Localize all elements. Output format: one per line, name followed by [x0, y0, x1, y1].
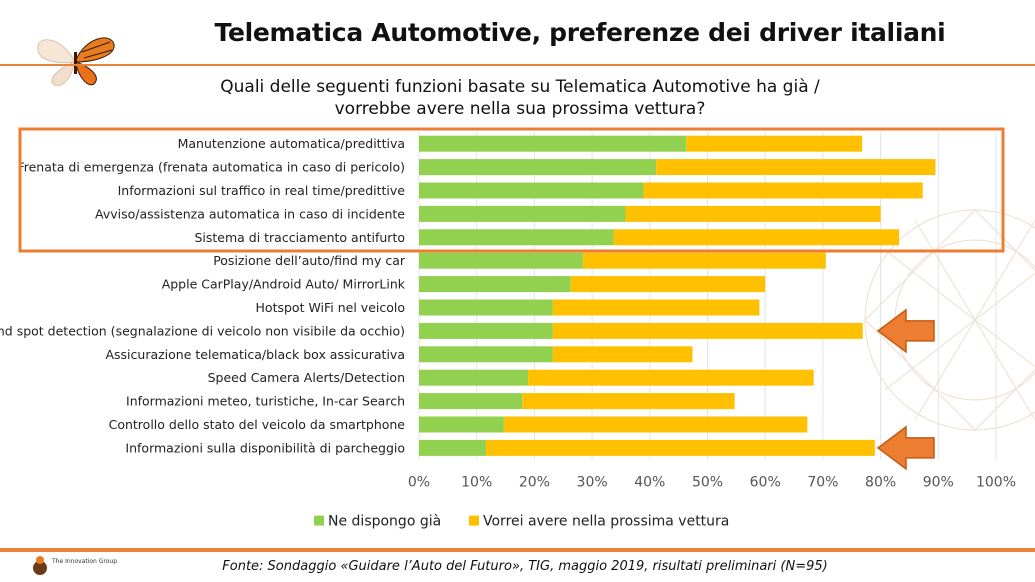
bar-has — [419, 205, 626, 222]
legend-swatch — [314, 515, 324, 526]
brand-name: The Innovation Group — [52, 558, 118, 565]
stacked-bar-chart: Manutenzione automatica/predittiva Frenat… — [0, 127, 1016, 530]
category-label: Sistema di tracciamento antifurto — [194, 230, 405, 245]
x-tick-label: 100% — [976, 475, 1016, 491]
bar-has — [419, 369, 529, 386]
bar-has — [419, 159, 657, 176]
bar-has — [419, 229, 614, 246]
top-divider — [0, 64, 1035, 66]
innovation-group-logo-icon — [33, 556, 47, 575]
bar-wants — [625, 205, 881, 222]
category-label: Frenata di emergenza (frenata automatica… — [17, 160, 405, 175]
category-label: Informazioni meteo, turistiche, In-car S… — [126, 394, 405, 409]
category-label: Assicurazione telematica/black box assic… — [105, 347, 405, 362]
x-tick-label: 80% — [865, 475, 896, 491]
bar-has — [419, 252, 583, 269]
bar-has — [419, 439, 486, 456]
bar-has — [419, 276, 571, 293]
legend-label: Vorrei avere nella prossima vettura — [483, 514, 729, 530]
bar-wants — [552, 346, 693, 363]
x-tick-label: 70% — [807, 475, 838, 491]
bar-wants — [485, 439, 875, 456]
x-tick-label: 60% — [750, 475, 781, 491]
category-label: Hotspot WiFi nel veicolo — [256, 300, 405, 315]
bar-wants — [582, 252, 826, 269]
chart-question: Quali delle seguenti funzioni basate su … — [200, 76, 840, 120]
butterfly-logo-icon — [37, 37, 115, 86]
left-arrow-icon — [876, 425, 935, 471]
bar-has — [419, 393, 523, 410]
bar-wants — [643, 182, 923, 199]
x-tick-label: 90% — [923, 475, 954, 491]
bar-wants — [656, 159, 936, 176]
highlight-box — [18, 127, 1005, 253]
bar-wants — [522, 393, 735, 410]
page-title: Telematica Automotive, preferenze dei dr… — [214, 18, 946, 47]
legend-label: Ne dispongo già — [328, 514, 441, 530]
category-label: Blind spot detection (segnalazione di ve… — [0, 323, 405, 338]
bar-wants — [686, 135, 863, 152]
bar-wants — [528, 369, 814, 386]
category-label: Manutenzione automatica/predittiva — [178, 136, 405, 151]
bottom-divider — [0, 548, 1035, 552]
category-label: Posizione dell’auto/find my car — [213, 253, 406, 268]
bar-wants — [552, 322, 863, 339]
x-tick-label: 0% — [408, 475, 430, 491]
category-label: Informazioni sulla disponibilità di parc… — [125, 440, 405, 455]
bar-has — [419, 299, 553, 316]
bar-has — [419, 416, 504, 433]
x-tick-label: 50% — [692, 475, 723, 491]
category-label: Apple CarPlay/Android Auto/ MirrorLink — [162, 277, 406, 292]
chart-question-line-2: vorrebbe avere nella sua prossima vettur… — [334, 99, 706, 119]
source-note: Fonte: Sondaggio «Guidare l’Auto del Fut… — [222, 559, 828, 574]
bar-wants — [570, 276, 766, 293]
legend-swatch — [469, 515, 479, 526]
x-tick-label: 20% — [519, 475, 550, 491]
category-label: Avviso/assistenza automatica in caso di … — [95, 206, 405, 221]
bar-wants — [613, 229, 900, 246]
left-arrow-icon — [876, 308, 935, 354]
bar-wants — [552, 299, 760, 316]
bar-has — [419, 346, 553, 363]
category-label: Controllo dello stato del veicolo da sma… — [109, 417, 406, 432]
bar-has — [419, 322, 553, 339]
bar-wants — [503, 416, 808, 433]
category-label: Speed Camera Alerts/Detection — [208, 370, 405, 385]
x-tick-label: 10% — [461, 475, 492, 491]
x-tick-label: 30% — [577, 475, 608, 491]
bar-has — [419, 135, 687, 152]
bar-has — [419, 182, 644, 199]
chart-question-line-1: Quali delle seguenti funzioni basate su … — [220, 77, 820, 97]
x-tick-label: 40% — [634, 475, 665, 491]
category-label: Informazioni sul traffico in real time/p… — [118, 183, 406, 198]
